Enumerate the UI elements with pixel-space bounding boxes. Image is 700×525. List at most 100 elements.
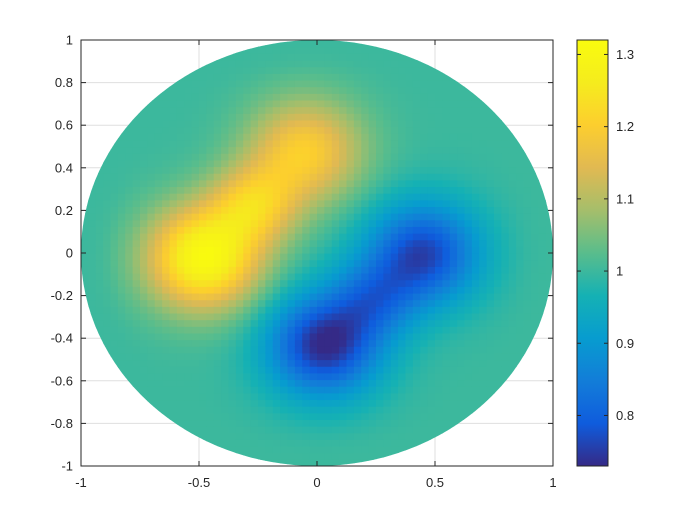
heatmap-cell — [390, 219, 399, 227]
heatmap-cell — [376, 173, 384, 181]
heatmap-cell — [471, 346, 480, 354]
heatmap-cell — [154, 126, 163, 134]
heatmap-cell — [412, 352, 421, 361]
heatmap-cell — [280, 119, 289, 128]
heatmap-cell — [147, 359, 156, 367]
heatmap-cell — [191, 73, 200, 81]
heatmap-cell — [427, 346, 436, 354]
heatmap-cell — [516, 253, 525, 261]
heatmap-cell — [427, 126, 436, 134]
heatmap-cell — [331, 446, 340, 454]
heatmap-cell — [339, 419, 348, 427]
heatmap-cell — [169, 292, 178, 301]
heatmap-cell — [280, 253, 289, 261]
heatmap-cell — [132, 272, 141, 281]
heatmap-cell — [353, 199, 362, 208]
heatmap-cell — [294, 159, 303, 168]
heatmap-cell — [339, 292, 348, 301]
heatmap-cell — [501, 173, 510, 181]
heatmap-cell — [287, 279, 296, 287]
heatmap-cell — [199, 406, 207, 414]
heatmap-cell — [449, 106, 458, 114]
colorbar-ticks: 1.31.21.110.90.8 — [577, 47, 634, 423]
heatmap-cell — [199, 292, 207, 301]
heatmap-cell — [427, 339, 436, 347]
heatmap-cell — [110, 332, 119, 341]
heatmap-cell — [324, 306, 333, 314]
heatmap-cell — [435, 133, 443, 141]
heatmap-cell — [435, 179, 443, 188]
heatmap-cell — [206, 272, 215, 281]
heatmap-cell — [353, 193, 362, 201]
heatmap-cell — [405, 213, 414, 221]
heatmap-cell — [309, 359, 318, 367]
heatmap-cell — [243, 79, 252, 88]
heatmap-cell — [383, 166, 392, 174]
heatmap-cell — [516, 233, 525, 241]
heatmap-cell — [265, 286, 274, 294]
heatmap-cell — [398, 53, 407, 61]
heatmap-cell — [199, 332, 207, 341]
heatmap-cell — [398, 306, 407, 314]
heatmap-cell — [199, 226, 207, 234]
heatmap-cell — [331, 199, 340, 208]
heatmap-cell — [516, 352, 525, 361]
heatmap-cell — [81, 246, 89, 254]
heatmap-cell — [309, 246, 318, 254]
heatmap-cell — [221, 266, 230, 274]
heatmap-cell — [280, 99, 289, 108]
heatmap-cell — [294, 226, 303, 234]
heatmap-cell — [530, 239, 539, 247]
heatmap-cell — [449, 99, 458, 108]
heatmap-cell — [508, 286, 517, 294]
heatmap-cell — [280, 86, 289, 94]
heatmap-cell — [147, 233, 156, 241]
heatmap-cell — [435, 299, 443, 307]
heatmap-cell — [294, 99, 303, 108]
heatmap-cell — [324, 399, 333, 407]
heatmap-cell — [339, 173, 348, 181]
heatmap-cell — [479, 106, 488, 114]
heatmap-cell — [442, 339, 451, 347]
heatmap-cell — [265, 233, 274, 241]
heatmap-cell — [457, 299, 466, 307]
heatmap-cell — [368, 46, 377, 54]
heatmap-cell — [206, 233, 215, 241]
heatmap-cell — [81, 286, 89, 294]
heatmap-cell — [435, 86, 443, 94]
heatmap-cell — [523, 193, 532, 201]
heatmap-cell — [464, 386, 473, 394]
heatmap-cell — [206, 279, 215, 287]
heatmap-cell — [287, 286, 296, 294]
heatmap-cell — [294, 339, 303, 347]
heatmap-cell — [479, 306, 488, 314]
heatmap-cell — [523, 166, 532, 174]
heatmap-cell — [147, 312, 156, 321]
heatmap-cell — [184, 352, 193, 361]
heatmap-cell — [243, 332, 252, 341]
heatmap-cell — [250, 159, 259, 168]
heatmap-cell — [235, 119, 244, 128]
heatmap-cell — [110, 193, 119, 201]
heatmap-cell — [88, 259, 97, 267]
heatmap-cell — [420, 279, 429, 287]
heatmap-cell — [435, 412, 443, 421]
heatmap-cell — [294, 426, 303, 434]
heatmap-cell — [199, 139, 207, 148]
heatmap-cell — [390, 386, 399, 394]
heatmap-cell — [272, 213, 281, 221]
heatmap-cell — [147, 193, 156, 201]
heatmap-cell — [235, 299, 244, 307]
heatmap-cell — [243, 46, 252, 54]
heatmap-cell — [169, 312, 178, 321]
heatmap-cell — [353, 279, 362, 287]
heatmap-cell — [265, 352, 274, 361]
heatmap-cell — [398, 359, 407, 367]
heatmap-cell — [530, 326, 539, 334]
heatmap-cell — [331, 319, 340, 327]
heatmap-cell — [405, 392, 414, 401]
heatmap-cell — [140, 286, 148, 294]
heatmap-cell — [494, 279, 502, 287]
heatmap-cell — [339, 106, 348, 114]
